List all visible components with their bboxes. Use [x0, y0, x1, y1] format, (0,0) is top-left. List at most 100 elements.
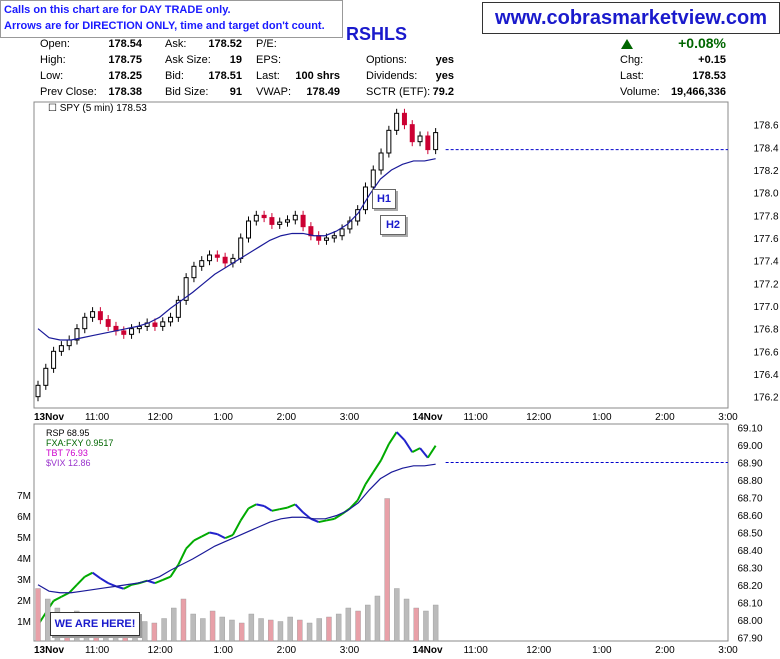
volume-tick: 5M	[17, 533, 31, 544]
rsp-legend: RSP 68.95 FXA:FXY 0.9517 TBT 76.93 $VIX …	[36, 428, 113, 468]
lower-y-tick: 67.90	[737, 634, 762, 645]
upper-y-tick: 177.2	[753, 279, 778, 290]
volume-bar	[141, 621, 148, 642]
candle-body	[409, 124, 415, 143]
volume-label: Volume:	[620, 86, 660, 98]
spy-legend: ☐ SPY (5 min) 178.53	[48, 103, 147, 114]
upper-x-tick: 11:00	[85, 412, 110, 423]
rsp-segment	[60, 591, 70, 598]
lower-y-tick: 68.30	[737, 564, 762, 575]
prev-close-label: Prev Close:	[40, 86, 97, 98]
dividends-value: yes	[435, 70, 454, 82]
chg-label: Chg:	[620, 54, 644, 66]
rsp-segment	[162, 575, 171, 581]
upper-x-tick: 2:00	[655, 412, 675, 423]
rsp-segment	[91, 571, 101, 580]
candle-body	[269, 217, 275, 225]
volume-bar	[151, 622, 158, 642]
candle-body	[121, 330, 127, 335]
last2-label: Last:	[620, 70, 644, 82]
candle-body	[401, 112, 407, 126]
volume-bar	[316, 618, 322, 642]
candle-body	[425, 135, 431, 151]
note-line-1: Calls on this chart are for DAY TRADE on…	[4, 4, 231, 16]
upper-y-tick: 176.4	[753, 370, 778, 381]
rsp-segment	[99, 577, 109, 584]
volume-bar	[248, 613, 255, 642]
options-label: Options:	[366, 54, 407, 66]
bid-size-value: 91	[229, 86, 242, 98]
volume-bar	[345, 607, 352, 642]
rsp-segment	[395, 431, 406, 441]
candle-body	[417, 135, 423, 143]
volume-bar	[326, 616, 332, 642]
rsp-segment	[287, 503, 296, 509]
upper-y-tick: 176.8	[753, 325, 778, 336]
vwap-value: 178.49	[306, 86, 340, 98]
rsp-segment	[411, 447, 421, 454]
volume-value: 19,466,336	[670, 86, 726, 98]
volume-bar	[219, 616, 225, 642]
up-arrow-icon	[621, 39, 633, 49]
last2-value: 178.53	[692, 70, 726, 82]
rsp-segment	[224, 533, 234, 540]
open-value: 178.54	[108, 38, 142, 50]
volume-tick: 6M	[17, 512, 31, 523]
volume-bar	[200, 618, 206, 642]
upper-x-tick: 12:00	[148, 412, 173, 423]
upper-y-tick: 176.2	[753, 393, 778, 404]
legend-tbt: TBT 76.93	[46, 448, 88, 458]
upper-x-tick: 12:00	[526, 412, 551, 423]
lower-x-tick: 2:00	[277, 645, 297, 656]
volume-bar	[423, 610, 429, 642]
volume-bar	[306, 622, 313, 642]
lower-x-tick: 1:00	[214, 645, 234, 656]
lower-x-tick: 3:00	[340, 645, 360, 656]
spy-legend-icon: ☐	[48, 103, 60, 114]
rsp-segment	[388, 431, 398, 445]
candle-body	[339, 228, 345, 237]
lower-y-tick: 68.90	[737, 459, 762, 470]
volume-bar	[258, 618, 264, 642]
candle-body	[394, 112, 400, 131]
last-shares-value: 100 shrs	[295, 70, 340, 82]
h2-callout: H2	[380, 215, 406, 235]
volume-bar	[180, 598, 187, 642]
day-trade-note: Calls on this chart are for DAY TRADE on…	[0, 0, 343, 38]
lower-x-tick: 2:00	[655, 645, 675, 656]
candle-body	[316, 235, 322, 241]
candle-body	[284, 219, 290, 223]
candle-body	[191, 265, 197, 279]
rsp-segment	[380, 443, 390, 461]
volume-tick: 7M	[17, 491, 31, 502]
candle-body	[175, 299, 181, 318]
prev-close-value: 178.38	[108, 86, 142, 98]
volume-bar	[335, 613, 342, 642]
h1-callout: H1	[372, 189, 396, 209]
rsp-segment	[310, 517, 320, 523]
upper-x-tick: 1:00	[214, 412, 234, 423]
lower-x-tick: 11:00	[85, 645, 110, 656]
lower-x-tick: 3:00	[718, 645, 738, 656]
low-label: Low:	[40, 70, 64, 82]
ask-size-value: 19	[229, 54, 242, 66]
rsp-segment	[123, 583, 133, 590]
site-url[interactable]: www.cobrasmarketview.com	[482, 2, 780, 34]
lower-y-tick: 68.50	[737, 529, 762, 540]
rsp-segment	[263, 505, 273, 512]
rsp-segment	[154, 578, 164, 585]
rsp-segment	[349, 499, 359, 510]
upper-x-tick: 13Nov	[34, 412, 64, 423]
candle-body	[152, 322, 158, 327]
candle-body	[214, 254, 220, 258]
rsp-segment	[419, 447, 429, 459]
candle-body	[292, 214, 298, 221]
lower-x-tick: 1:00	[592, 645, 612, 656]
upper-x-tick: 3:00	[340, 412, 360, 423]
high-label: High:	[40, 54, 66, 66]
candle-body	[58, 345, 64, 352]
note-line-2: Arrows are for DIRECTION ONLY, time and …	[4, 20, 325, 32]
lower-panel	[33, 423, 729, 642]
lower-x-tick: 12:00	[148, 645, 173, 656]
rsp-segment	[177, 548, 188, 566]
